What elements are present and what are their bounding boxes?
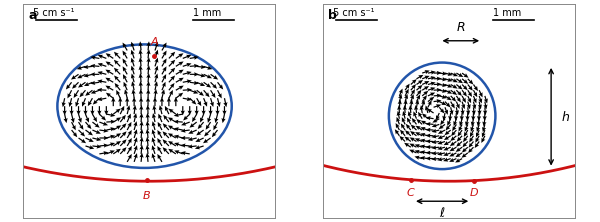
Text: 1 mm: 1 mm xyxy=(193,8,221,18)
Text: B: B xyxy=(143,191,151,201)
Text: 1 mm: 1 mm xyxy=(493,8,521,18)
Text: b: b xyxy=(328,9,337,22)
Text: $h$: $h$ xyxy=(561,110,570,124)
Text: $R$: $R$ xyxy=(456,20,466,34)
Text: a: a xyxy=(28,9,37,22)
Text: 5 cm s⁻¹: 5 cm s⁻¹ xyxy=(333,8,374,18)
Text: D: D xyxy=(469,188,478,198)
Text: 5 cm s⁻¹: 5 cm s⁻¹ xyxy=(33,8,74,18)
Text: C: C xyxy=(407,188,415,198)
Text: A: A xyxy=(151,37,158,47)
Text: $\ell$: $\ell$ xyxy=(439,206,445,220)
